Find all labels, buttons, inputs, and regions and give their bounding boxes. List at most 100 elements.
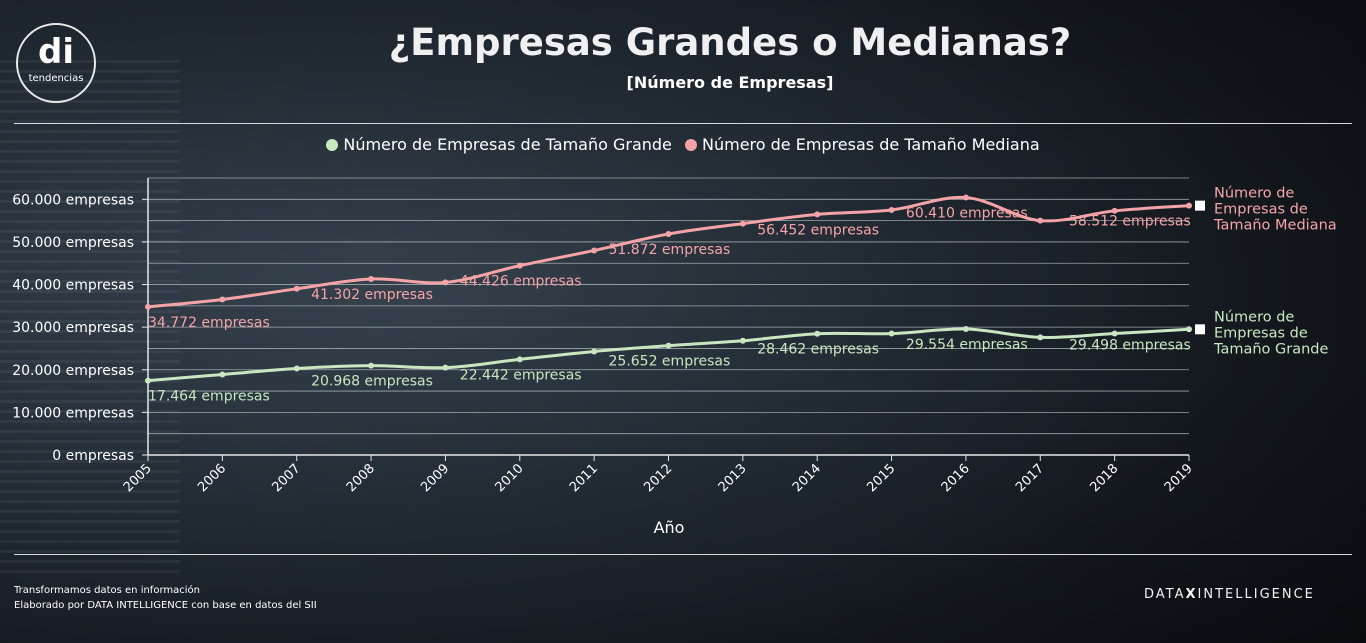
data-point-grande — [591, 348, 598, 355]
data-label-mediana: 44.426 empresas — [460, 274, 582, 290]
data-point-mediana — [293, 285, 300, 292]
data-label-grande: 20.968 empresas — [311, 374, 433, 390]
end-marker-mediana — [1195, 200, 1205, 211]
brand-right: INTELLIGENCE — [1197, 587, 1315, 602]
y-axis: 0 empresas 10.000 empresas 20.000 empresas… — [12, 178, 149, 464]
x-tick-label: 2007 — [270, 461, 304, 495]
chart-legend: Número de Empresas de Tamaño Grande Núme… — [0, 134, 1366, 157]
x-tick-label: 2006 — [195, 461, 229, 495]
end-label-mediana: Número de — [1214, 186, 1294, 202]
legend-item-mediana[interactable]: Número de Empresas de Tamaño Mediana — [685, 134, 1040, 156]
end-label-mediana: Empresas de — [1214, 202, 1308, 218]
end-label-grande: Número de — [1214, 309, 1294, 325]
data-point-grande — [516, 356, 523, 363]
x-tick-label: 2018 — [1087, 461, 1121, 495]
legend-swatch-mediana — [685, 139, 697, 151]
page-title: ¿Empresas Grandes o Medianas? — [388, 21, 1072, 64]
data-point-mediana — [739, 220, 746, 227]
top-divider — [14, 123, 1352, 124]
x-tick-label: 2015 — [864, 461, 898, 495]
data-point-mediana — [1111, 207, 1118, 214]
footer-tagline: Transformamos datos en información — [14, 585, 200, 596]
x-tick-label: 2019 — [1162, 461, 1196, 495]
data-label-grande: 29.498 empresas — [1069, 337, 1191, 353]
x-axis-title: Año — [654, 518, 685, 537]
x-tick-label: 2016 — [939, 461, 973, 495]
x-tick-label: 2012 — [641, 461, 675, 495]
data-point-mediana — [888, 206, 895, 213]
data-point-grande — [442, 364, 449, 371]
data-point-grande — [293, 365, 300, 372]
y-tick-label: 20.000 empresas — [12, 363, 134, 379]
logo-word: tendencias — [28, 73, 84, 84]
y-tick-label: 0 empresas — [52, 448, 134, 464]
y-tick-label: 10.000 empresas — [12, 405, 134, 421]
data-label-mediana: 60.410 empresas — [906, 206, 1028, 222]
data-point-mediana — [516, 262, 523, 269]
page-subtitle: [Número de Empresas] — [626, 73, 834, 92]
data-point-mediana — [368, 275, 375, 282]
x-tick-label: 2009 — [418, 461, 452, 495]
data-label-mediana: 58.512 empresas — [1069, 214, 1191, 230]
y-tick-label: 40.000 empresas — [12, 278, 134, 294]
end-label-grande: Tamaño Grande — [1213, 341, 1329, 357]
data-point-grande — [888, 330, 895, 337]
y-tick-label: 60.000 empresas — [12, 192, 134, 208]
data-label-grande: 17.464 empresas — [148, 389, 270, 405]
x-tick-label: 2005 — [121, 461, 155, 495]
brand-left: DATA — [1144, 587, 1186, 602]
data-point-grande — [962, 326, 969, 333]
end-label-mediana: Tamaño Mediana — [1213, 218, 1337, 234]
end-label-grande: Empresas de — [1214, 325, 1308, 341]
legend-label-mediana: Número de Empresas de Tamaño Mediana — [702, 135, 1040, 154]
data-point-mediana — [962, 194, 969, 201]
data-point-mediana — [591, 247, 598, 254]
data-point-mediana — [1037, 217, 1044, 224]
brand-mark: X — [1185, 587, 1198, 602]
data-label-mediana: 41.302 empresas — [311, 287, 433, 303]
data-label-grande: 25.652 empresas — [609, 354, 731, 370]
data-label-grande: 29.554 empresas — [906, 337, 1028, 353]
data-label-grande: 22.442 empresas — [460, 367, 582, 383]
data-point-mediana — [1186, 202, 1192, 209]
data-point-grande — [739, 337, 746, 344]
y-tick-label: 50.000 empresas — [12, 235, 134, 251]
footer-source: Elaborado por DATA INTELLIGENCE con base… — [14, 600, 317, 611]
x-tick-label: 2008 — [344, 461, 378, 495]
data-point-mediana — [145, 303, 151, 310]
x-tick-label: 2014 — [790, 461, 824, 495]
data-point-mediana — [665, 230, 672, 237]
data-label-mediana: 34.772 empresas — [148, 315, 270, 331]
series-lines — [145, 194, 1192, 384]
data-point-grande — [368, 362, 375, 369]
legend-swatch-grande — [326, 139, 339, 151]
legend-item-grande[interactable]: Número de Empresas de Tamaño Grande — [326, 134, 672, 156]
data-point-mediana — [814, 211, 821, 218]
data-label-grande: 28.462 empresas — [757, 342, 879, 358]
data-label-mediana: 56.452 empresas — [757, 222, 879, 238]
logo-mark: di — [38, 32, 74, 72]
y-tick-label: 30.000 empresas — [12, 320, 134, 336]
data-point-grande — [219, 371, 226, 378]
di-tendencias-logo: di tendencias — [16, 23, 96, 103]
data-label-mediana: 51.872 empresas — [609, 242, 731, 258]
data-point-grande — [1186, 326, 1192, 333]
data-point-grande — [145, 377, 151, 384]
end-marker-grande — [1195, 324, 1205, 335]
line-chart: 0 empresas 10.000 empresas 20.000 empresas… — [12, 177, 1337, 537]
data-point-mediana — [442, 279, 449, 286]
footer-credits: Transformamos datos en información Elabo… — [14, 583, 317, 613]
data-point-mediana — [219, 296, 226, 303]
data-labels: 17.464 empresas 20.968 empresas 22.442 emp… — [148, 206, 1191, 405]
x-axis: 2005 2006 2007 2008 2009 2010 2011 2012 2013 2014… — [121, 454, 1196, 495]
data-intelligence-logo: DATAXINTELLIGENCE — [1144, 586, 1315, 604]
data-point-grande — [1111, 330, 1118, 337]
bottom-divider — [14, 554, 1352, 555]
data-point-grande — [814, 330, 821, 337]
x-tick-label: 2013 — [716, 461, 750, 495]
x-tick-label: 2010 — [493, 461, 527, 495]
x-tick-label: 2017 — [1013, 461, 1047, 495]
legend-label-grande: Número de Empresas de Tamaño Grande — [343, 135, 672, 154]
data-point-grande — [1037, 334, 1044, 341]
